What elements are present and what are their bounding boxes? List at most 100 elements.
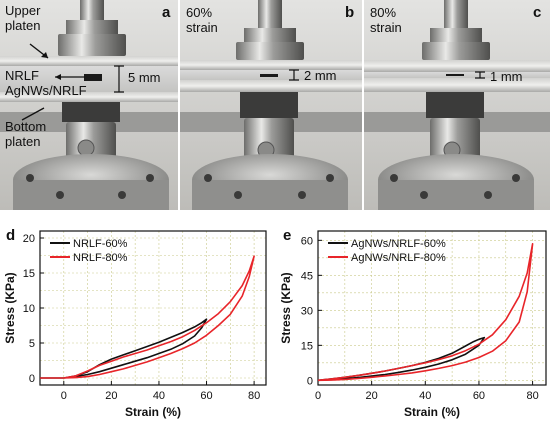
photo-panel-c: 80% strain 1 mm c [364,0,550,210]
y-axis-title: Stress (KPa) [279,272,293,343]
upper-plate [0,56,178,66]
upper-rod [80,0,104,22]
sample-marker [446,74,464,76]
chart-panel-e: 0 20 40 60 80 0 15 30 45 60 Strain (%) Stress (KPa)… [279,227,547,419]
upper-plate [180,60,362,70]
lower-platen [426,92,484,118]
label-upper-platen-line1: Upper [5,3,41,18]
lower-cylinder [244,118,294,162]
flange-base [192,180,348,210]
x-tick-label: 20 [105,390,117,402]
arrow-bottom-platen [21,107,45,121]
label-bottom-platen-line1: Bottom [5,119,46,134]
bolt [512,174,520,182]
bottom-plate [180,80,362,92]
strain-label-line2: strain [186,20,218,35]
bolt [326,174,334,182]
y-tick-label: 5 [29,338,35,350]
y-tick-label: 45 [301,270,313,282]
photo-panel-a: Upper platen NRLF AgNWs/NRLF Bottom plat… [0,0,178,210]
y-tick-label: 20 [23,233,35,245]
upper-platen [422,42,490,60]
lower-cylinder [430,118,480,162]
sample-marker [84,74,102,81]
arrowhead [55,74,61,80]
upper-rod [444,0,468,30]
lower-platen [240,92,298,118]
x-tick-label: 80 [526,390,538,402]
upper-collar [244,28,296,42]
panel-letter-e: e [283,227,291,244]
series-line-AgNWs/NRLF-80% [317,243,534,382]
sample-marker [260,74,278,77]
thickness-arrows [289,69,299,81]
panel-letter-a: a [162,4,171,21]
y-axis-title: Stress (KPa) [3,272,17,343]
x-axis-title: Strain (%) [125,405,181,419]
upper-platen [58,34,126,56]
arrowhead [41,52,48,58]
x-tick-label: 40 [153,390,165,402]
x-tick-label: 0 [315,390,321,402]
bolt [298,191,306,199]
legend-label: NRLF-80% [73,252,128,264]
strain-label-line2: strain [370,20,402,35]
y-tick-label: 60 [301,235,313,247]
bolt [484,191,492,199]
panel-letter-b: b [345,4,354,21]
y-tick-label: 15 [23,268,35,280]
x-tick-label: 60 [473,390,485,402]
chart-panel-d: 0 20 40 60 80 0 5 10 15 20 Strain (%) Stress (KPa) d… [3,227,267,419]
lower-platen [62,102,120,122]
panel-letter-c: c [533,4,541,21]
y-tick-label: 10 [23,303,35,315]
y-tick-label: 15 [301,340,313,352]
bolt [234,191,242,199]
upper-platen [236,42,304,60]
x-tick-label: 60 [200,390,212,402]
x-axis-title: Strain (%) [404,405,460,419]
upper-collar [66,20,118,34]
label-agnws-nrlf: AgNWs/NRLF [5,83,87,98]
strain-label-line1: 80% [370,5,396,20]
bolt [118,191,126,199]
bolt [204,174,212,182]
photo-panel-b: 60% strain 2 mm b [180,0,362,210]
thickness-label: 5 mm [128,70,161,85]
label-upper-platen-line2: platen [5,18,40,33]
x-tick-label: 80 [248,390,260,402]
thickness-arrows [475,71,485,79]
upper-plate [364,60,550,72]
strain-label-line1: 60% [186,5,212,20]
panel-letter-d: d [6,227,15,244]
label-bottom-platen-line2: platen [5,134,40,149]
bolt [26,174,34,182]
label-nrlf: NRLF [5,68,39,83]
bolt [146,174,154,182]
series-line-NRLF-80% [40,255,255,379]
plot-frame [317,230,547,386]
x-tick-label: 20 [366,390,378,402]
lower-knob [77,139,95,157]
upper-collar [430,28,482,42]
bolt [56,191,64,199]
legend-label: AgNWs/NRLF-80% [351,252,446,264]
thickness-label: 2 mm [304,68,337,83]
y-tick-label: 0 [307,375,313,387]
thickness-arrows [114,65,124,93]
flange-base [378,180,534,210]
legend-label: AgNWs/NRLF-60% [351,238,446,250]
legend-label: NRLF-60% [73,238,128,250]
y-tick-label: 0 [29,373,35,385]
x-tick-label: 0 [61,390,67,402]
bottom-plate [364,78,550,92]
series-line-NRLF-60% [40,318,208,379]
flange-base [13,180,169,210]
bolt [390,174,398,182]
thickness-label: 1 mm [490,69,523,84]
x-tick-label: 40 [419,390,431,402]
bolt [420,191,428,199]
y-tick-label: 30 [301,305,313,317]
bottom-plate [0,92,178,102]
